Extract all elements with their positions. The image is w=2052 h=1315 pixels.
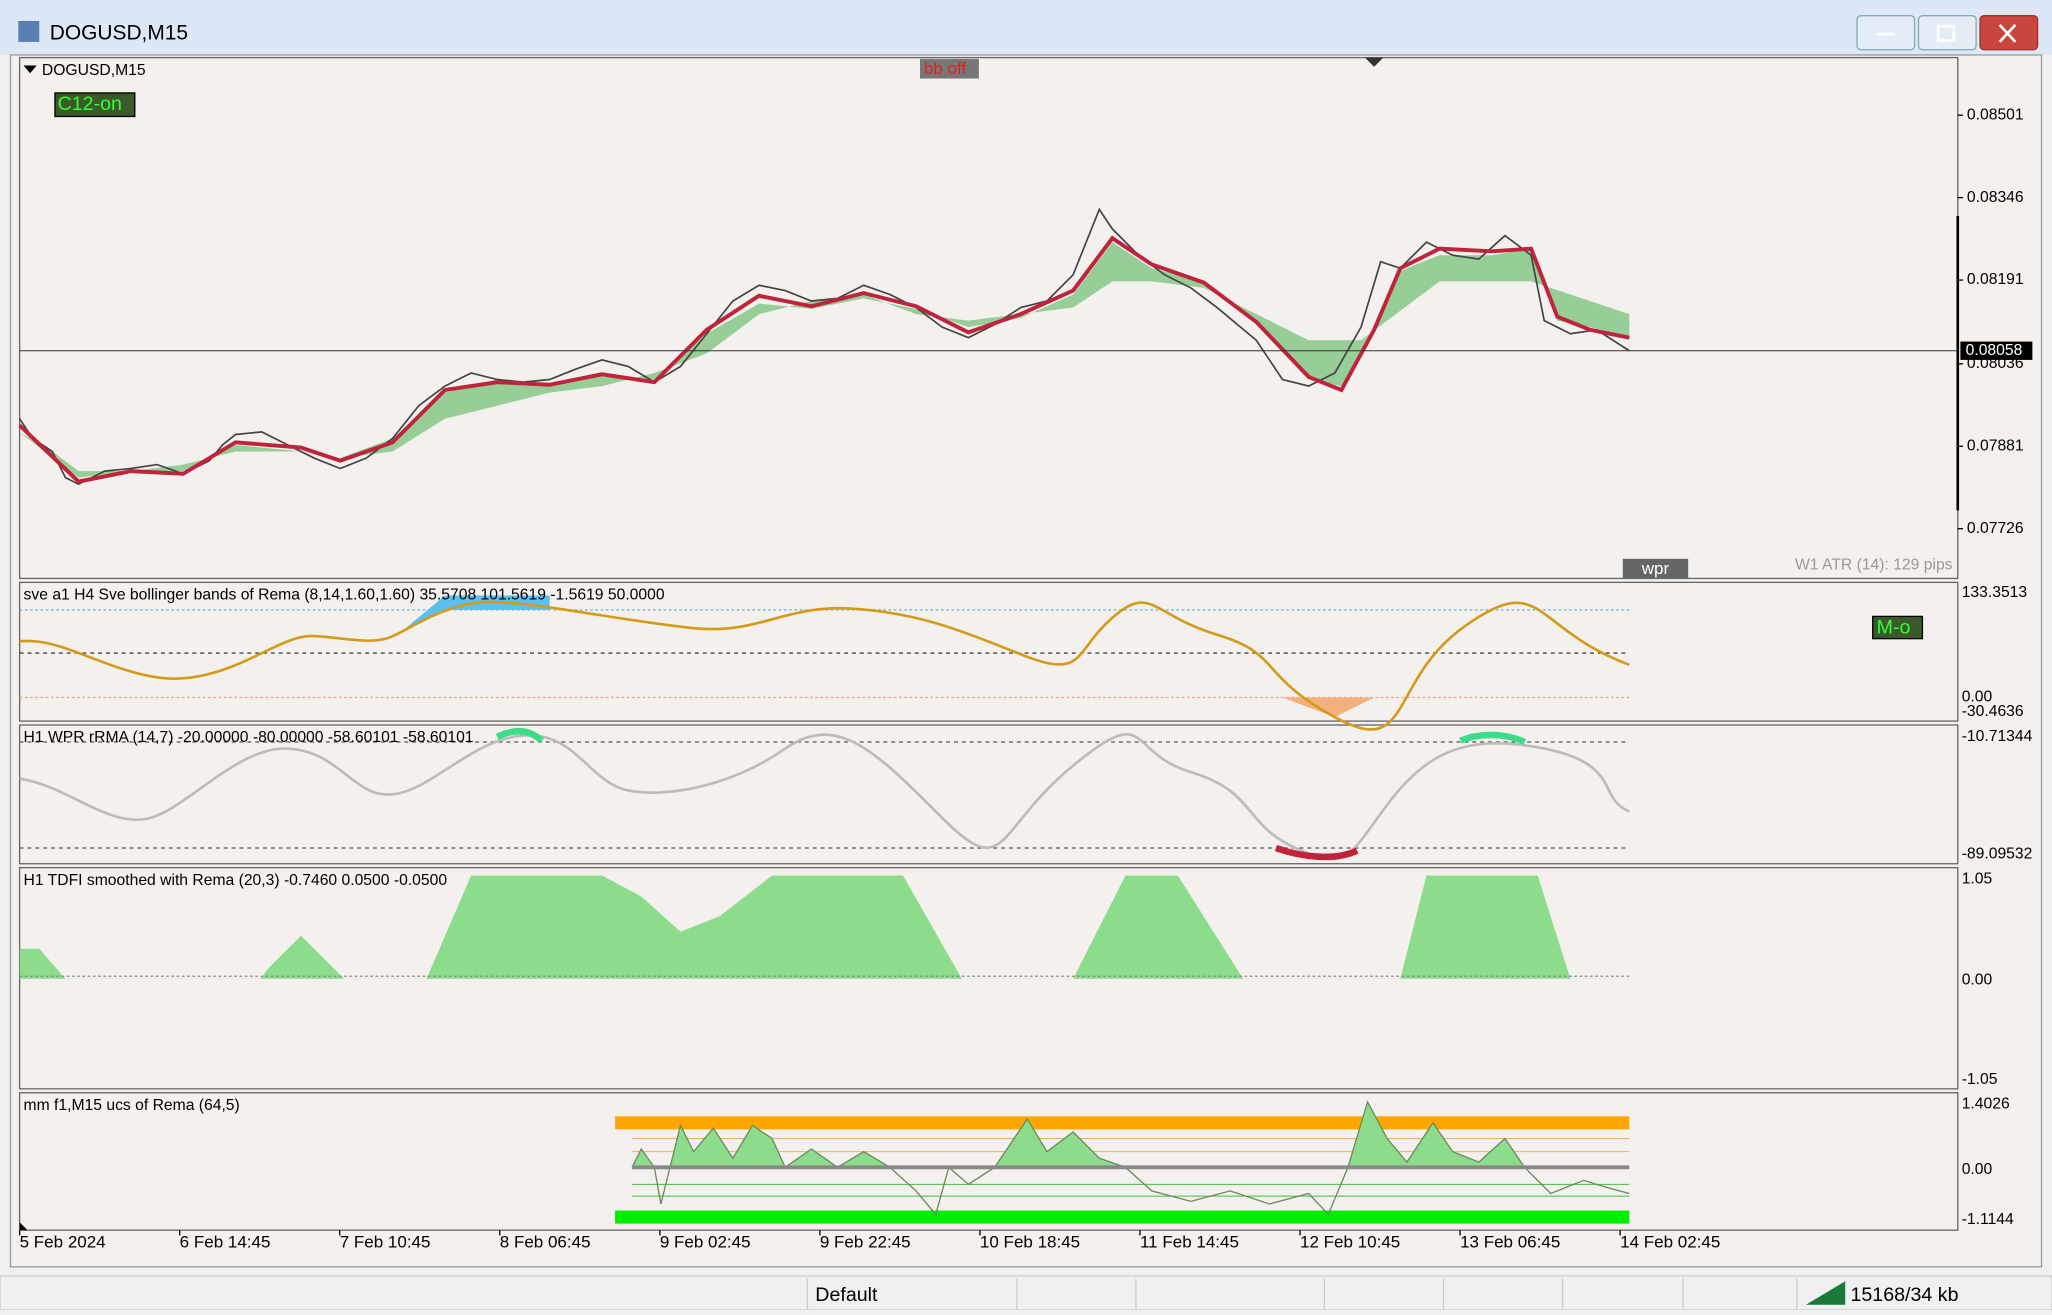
- marker: [1364, 57, 1384, 67]
- window-title: DOGUSD,M15: [50, 22, 188, 45]
- scale-label: 0.00: [1962, 689, 1993, 706]
- window-icon: [18, 20, 40, 42]
- connection-icon: [1805, 1281, 1846, 1305]
- scale-label: 0.00: [1962, 971, 1993, 988]
- price-label: 0.08501: [1967, 106, 2024, 123]
- time-label: 11 Feb 14:45: [1140, 1233, 1239, 1252]
- scale-label: -30.4636: [1962, 703, 2024, 720]
- wpr-line: [19, 732, 1630, 861]
- status-dividers: [806, 1278, 1798, 1310]
- time-label: 5 Feb 2024: [20, 1233, 106, 1252]
- cloud: [19, 242, 1630, 478]
- time-label: 8 Feb 06:45: [500, 1233, 591, 1252]
- scale-label: -1.1144: [1962, 1211, 2014, 1228]
- upper-levels: [632, 1138, 1630, 1153]
- bb-badge[interactable]: [919, 58, 979, 79]
- scale-label: -89.09532: [1962, 846, 2033, 863]
- scale-label: 1.05: [1962, 871, 1993, 888]
- scale-label: -10.71344: [1962, 728, 2033, 745]
- lower-fill: [1282, 697, 1375, 718]
- time-label: 9 Feb 02:45: [660, 1233, 751, 1252]
- wpr-overbought: [495, 727, 1526, 746]
- panel-2: [18, 724, 1959, 865]
- price-label: 0.07881: [1967, 437, 2024, 454]
- sve-line: [19, 600, 1630, 731]
- time-label: 14 Feb 02:45: [1620, 1233, 1720, 1252]
- trend-line: [18, 235, 1630, 484]
- ucs-line: [631, 1100, 1630, 1216]
- time-label: 10 Feb 18:45: [980, 1233, 1080, 1252]
- price-label: 0.07726: [1967, 520, 2024, 537]
- scale-label: 1.4026: [1962, 1096, 2010, 1113]
- price-bars: [18, 207, 1630, 486]
- title-bar: [0, 0, 2052, 55]
- mo-badge[interactable]: [1872, 615, 1924, 640]
- panel-label: mm f1,M15 ucs of Rema (64,5): [24, 1097, 240, 1114]
- time-label: 12 Feb 10:45: [1300, 1233, 1400, 1252]
- scale-label: 133.3513: [1962, 584, 2028, 601]
- maximize-button[interactable]: [1917, 15, 1977, 51]
- panel-label: H1 WPR rRMA (14,7) -20.00000 -80.00000 -…: [24, 729, 474, 746]
- memory: 15168/34 kb: [1850, 1284, 1958, 1306]
- scale-label: 0.00: [1962, 1161, 1993, 1178]
- price-label: 0.08191: [1967, 271, 2024, 288]
- bb-text: bb off: [924, 59, 967, 78]
- collapse-arrow[interactable]: [23, 65, 37, 74]
- c12-badge[interactable]: [54, 92, 136, 118]
- status-bar: [0, 1275, 2052, 1311]
- wpr-button[interactable]: [1622, 558, 1689, 579]
- time-label: 6 Feb 14:45: [180, 1233, 271, 1252]
- ucs-positive: [632, 1101, 1630, 1168]
- time-label: 9 Feb 22:45: [820, 1233, 911, 1252]
- corner-marker: [19, 1222, 28, 1231]
- atr-label: W1 ATR (14): 129 pips: [1795, 556, 1953, 573]
- panel-4: [18, 1092, 1959, 1231]
- profile: Default: [815, 1284, 878, 1306]
- top-bar: [615, 1116, 1630, 1130]
- wpr-text: wpr: [1641, 559, 1670, 578]
- bottom-bar: [615, 1210, 1630, 1224]
- price-label: 0.08346: [1967, 189, 2024, 206]
- panel-label: sve a1 H4 Sve bollinger bands of Rema (8…: [24, 587, 665, 604]
- current-price: 0.08058: [1966, 342, 2023, 359]
- main-panel: [18, 56, 1959, 580]
- window-controls: [1876, 23, 2017, 43]
- current-price-box: [1960, 341, 2033, 360]
- c12-text: C12-on: [58, 93, 122, 115]
- lower-levels: [632, 1183, 1630, 1197]
- panel-label: H1 TDFI smoothed with Rema (20,3) -0.746…: [24, 872, 448, 889]
- scale-label: -1.05: [1962, 1071, 1998, 1088]
- wpr-oversold: [1274, 844, 1359, 861]
- tdfi-positive: [19, 875, 1630, 979]
- symbol-label: DOGUSD,M15: [42, 62, 146, 79]
- time-label: 7 Feb 10:45: [340, 1233, 431, 1252]
- time-label: 13 Feb 06:45: [1460, 1233, 1560, 1252]
- badge-text: M-o: [1877, 616, 1911, 638]
